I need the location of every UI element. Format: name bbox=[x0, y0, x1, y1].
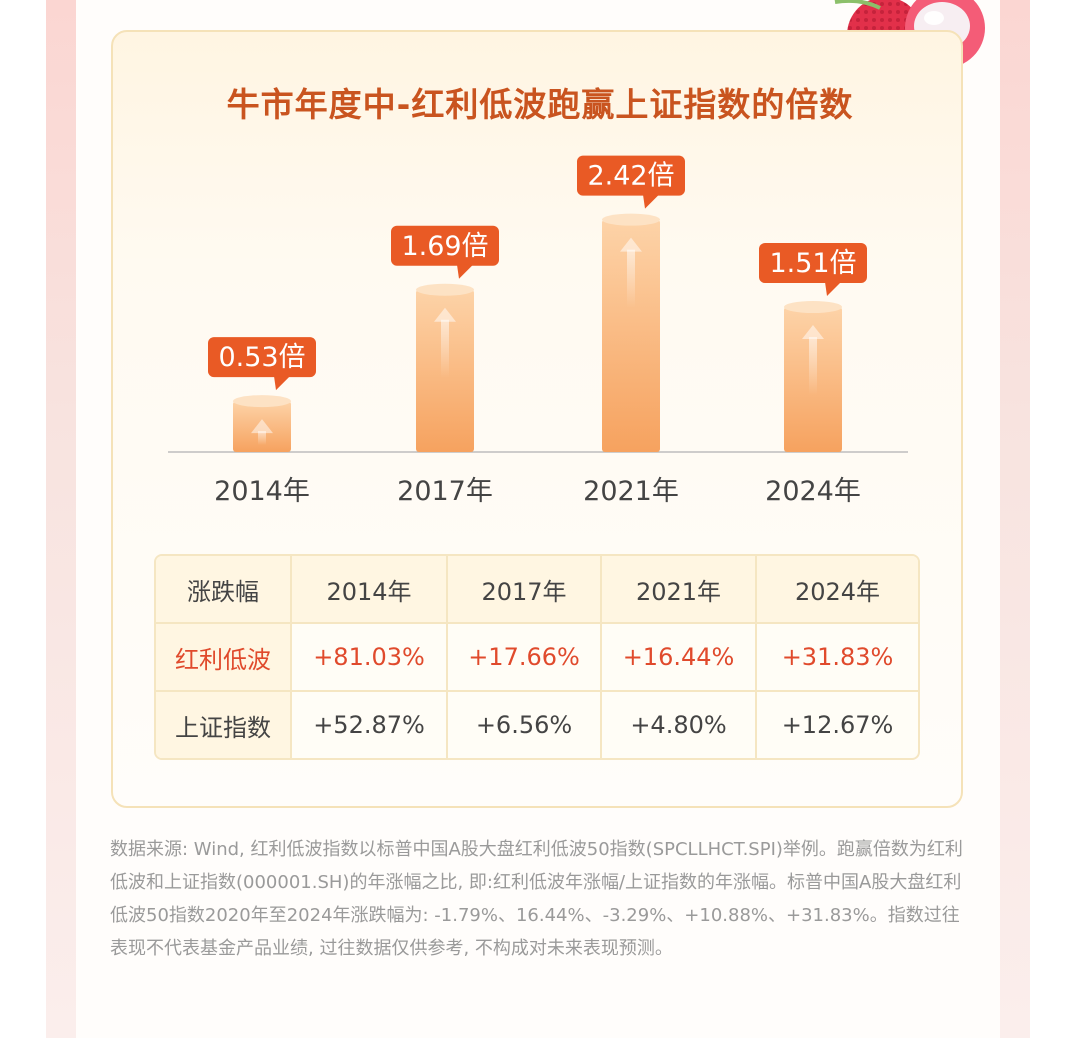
bar-arrow-head bbox=[802, 325, 824, 340]
right-side-strip bbox=[1000, 0, 1030, 1038]
bar-arrow-shaft bbox=[627, 249, 635, 308]
x-tick-label: 2024年 bbox=[765, 476, 861, 507]
left-side-strip bbox=[46, 0, 76, 1038]
table-row-label: 上证指数 bbox=[156, 692, 292, 758]
bar-arrow-shaft bbox=[809, 337, 817, 396]
data-label-bubble bbox=[577, 155, 685, 196]
bar-chart: 0.53倍 2014年 1.69倍 2017年 2.42倍 2021年 1.51倍 2024年 bbox=[168, 155, 908, 507]
x-tick-label: 2017年 bbox=[397, 476, 493, 507]
bar-top bbox=[416, 283, 474, 296]
table-header-cell: 2017年 bbox=[448, 556, 602, 624]
data-label-bubble bbox=[208, 337, 316, 378]
bar bbox=[602, 219, 660, 452]
table-header-cell: 2024年 bbox=[757, 556, 918, 624]
table-cell: +81.03% bbox=[292, 624, 448, 692]
x-tick-label: 2021年 bbox=[583, 476, 679, 507]
data-label: 0.53倍 bbox=[218, 342, 305, 373]
data-label-pointer bbox=[825, 282, 841, 297]
data-label-bubble bbox=[759, 243, 867, 284]
bar-arrow-head bbox=[434, 307, 456, 322]
table-cell: +6.56% bbox=[448, 692, 602, 758]
table-cell: +12.67% bbox=[781, 711, 894, 739]
x-tick-label: 2014年 bbox=[214, 476, 310, 507]
table-cell: +16.44% bbox=[602, 624, 757, 692]
data-label-bubble bbox=[391, 225, 499, 266]
table-cell: +31.83% bbox=[757, 624, 918, 692]
bar-top bbox=[602, 213, 660, 226]
table-row-label: 红利低波 bbox=[156, 624, 292, 692]
returns-table: 涨跌幅 2014年 2017年 2021年 2024年 红利低波 +81.03%… bbox=[154, 554, 920, 760]
table-header-cell: 2014年 bbox=[292, 556, 448, 624]
bar-arrow-shaft bbox=[258, 431, 266, 445]
footnote-source: 数据来源: Wind, 红利低波指数以标普中国A股大盘红利低波50指数(SPCL… bbox=[110, 839, 963, 959]
bar-arrow-head bbox=[620, 237, 642, 252]
bar-top bbox=[233, 395, 291, 408]
data-label: 1.69倍 bbox=[401, 231, 488, 262]
table-header-cell: 2021年 bbox=[602, 556, 757, 624]
data-label-pointer bbox=[643, 194, 659, 209]
data-label-pointer bbox=[274, 376, 290, 391]
bar-arrow-head bbox=[251, 419, 273, 434]
data-label-pointer bbox=[457, 264, 473, 279]
chart-title: 牛市年度中-红利低波跑赢上证指数的倍数 bbox=[226, 85, 854, 124]
table-header-cell: 涨跌幅 bbox=[156, 556, 292, 624]
bar-top bbox=[784, 301, 842, 314]
table-cell: +4.80% bbox=[602, 692, 757, 758]
data-label: 2.42倍 bbox=[587, 161, 674, 192]
table-cell: +52.87% bbox=[292, 692, 448, 758]
table-cell: +17.66% bbox=[448, 624, 602, 692]
data-label: 1.51倍 bbox=[769, 248, 856, 279]
bar-arrow-shaft bbox=[441, 319, 449, 378]
